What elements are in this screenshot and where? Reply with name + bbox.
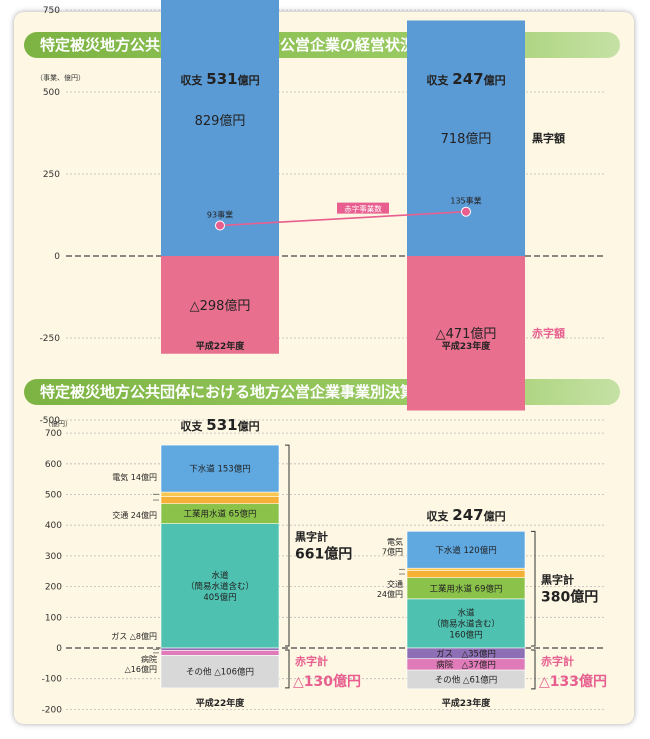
chart-1-line-name: 赤字事業数 [344, 204, 382, 214]
chart-1-surplus-bar [407, 20, 525, 256]
chart-1-ytick-label: -250 [40, 334, 61, 344]
chart-2-segment-label: △16億円 [125, 664, 157, 674]
chart-2-segment-label: （簡易水道含む） [432, 618, 500, 629]
chart-2-ytick-label: 400 [45, 521, 62, 531]
chart-2-surplus-total-value: 380億円 [541, 589, 598, 606]
chart-1-legend-deficit: 赤字額 [532, 326, 565, 340]
chart-2-segment-label: 交通 24億円 [112, 510, 157, 520]
chart-panel [14, 12, 634, 724]
chart-2-segment [160, 647, 280, 651]
chart-1-line-point-label: 135事業 [450, 196, 481, 206]
chart-2-balance-label: 収支 247億円 [426, 506, 505, 524]
chart-2-deficit-total-label: 赤字計 [541, 654, 574, 668]
chart-2-surplus-bracket [285, 444, 290, 647]
chart-2-balance-label: 収支 531億円 [180, 416, 259, 434]
chart-2-segment-label: （簡易水道含む） [186, 581, 254, 592]
chart-2-deficit-bracket [531, 649, 536, 690]
chart-2-segment-label: 7億円 [382, 546, 403, 556]
chart-1-surplus-value-label: 829億円 [195, 113, 246, 129]
chart-1-line-name-tag [337, 202, 389, 214]
chart-1-ytick-label: 750 [43, 6, 60, 16]
chart-2-ytick-label: 100 [45, 613, 62, 623]
chart-1-deficit-value-label: △298億円 [190, 298, 251, 314]
chart-1-surplus-value-label: 718億円 [441, 131, 492, 147]
chart-2-deficit-total-label: 赤字計 [295, 654, 328, 668]
chart-1-balance-label: 収支 531億円 [180, 70, 259, 88]
chart-2-segment-label: 電気 14億円 [112, 472, 157, 482]
chart-1-ytick-label: 0 [54, 252, 60, 262]
chart-2-surplus-total-value: 661億円 [295, 546, 352, 563]
chart-2-surplus-bracket [531, 530, 536, 647]
chart-2-deficit-total-value: △133億円 [539, 673, 607, 690]
chart-2-segment [406, 598, 526, 649]
chart-1-category-label: 平成22年度 [196, 340, 246, 352]
chart-2-segment [406, 567, 526, 571]
chart-2-segment-label: 160億円 [449, 629, 482, 640]
chart-2-segment-label: ガス △8億円 [111, 631, 157, 641]
chart-1-legend-surplus: 黒字額 [532, 131, 565, 145]
chart-1-category-label: 平成23年度 [442, 340, 492, 352]
chart-1-unit-label: （事業、億円） [36, 73, 85, 82]
chart-1-deficit-bar [161, 256, 279, 354]
chart-2-segment [406, 531, 526, 569]
chart-2-deficit-total-value: △130億円 [293, 673, 361, 690]
chart-2-segment-label: 病院 △37億円 [436, 659, 496, 670]
chart-2-segment [160, 444, 280, 493]
chart-2-ytick-label: 0 [56, 644, 62, 654]
chart-2-ytick-label: 700 [45, 429, 62, 439]
chart-2-ytick-label: 500 [45, 491, 62, 501]
chart-2-surplus-total-label: 黒字計 [541, 573, 574, 587]
chart-2-ytick-label: 300 [45, 552, 62, 562]
chart-2-segment-label: 水道 [211, 570, 229, 581]
chart-2-segment-label: その他 △106億円 [186, 667, 254, 678]
chart-2-segment [406, 669, 526, 690]
chart-1-deficit-value-label: △471億円 [436, 326, 497, 342]
chart-2-segment-label: 工業用水道 65億円 [183, 509, 256, 520]
chart-2-segment-label: 24億円 [377, 589, 403, 599]
chart-1-ytick-label: 250 [43, 170, 60, 180]
chart-2-segment-label: 下水道 120億円 [435, 545, 496, 556]
chart-2-surplus-total-label: 黒字計 [295, 530, 328, 544]
chart-1-line-point [461, 206, 471, 217]
chart-2-segment [160, 650, 280, 656]
chart-1-ytick-label: 500 [43, 88, 60, 98]
chart-2-segment [160, 655, 280, 689]
chart-2-segment-label: 電気 [387, 536, 403, 546]
chart-2-segment-label: ガス △35億円 [436, 648, 496, 659]
chart-1-ytick-label: -500 [40, 416, 61, 426]
chart-2-segment [406, 570, 526, 578]
chart-2-segment-label: 病院 [141, 654, 157, 664]
chart-2-segment [160, 491, 280, 497]
chart-1-deficit-bar [407, 256, 525, 411]
chart-2-segment-label: 工業用水道 69億円 [429, 583, 502, 594]
chart-1-line-point-label: 93事業 [207, 209, 233, 219]
chart-2-segment [160, 496, 280, 505]
chart-2-segment [160, 523, 280, 649]
chart-2-category-label: 平成23年度 [442, 697, 492, 709]
chart-1-line-point [215, 220, 225, 231]
chart-2-ytick-label: -100 [42, 675, 63, 685]
chart-1-balance-label: 収支 247億円 [426, 70, 505, 88]
chart-2-segment-label: その他 △61億円 [435, 674, 498, 685]
chart-1-surplus-bar [161, 0, 279, 256]
chart-2-segment-label: 405億円 [203, 592, 236, 603]
chart-2-ytick-label: 600 [45, 460, 62, 470]
chart-1-line-1 [219, 210, 467, 227]
chart-2-ytick-label: 200 [45, 583, 62, 593]
chart-2-deficit-bracket [285, 649, 290, 689]
chart-2-segment-label: 下水道 153億円 [189, 464, 250, 475]
chart-2-unit-label: （億円） [44, 419, 72, 428]
chart-2-ytick-label: -200 [42, 705, 63, 715]
chart-2-segment-label: 交通 [387, 579, 403, 589]
chart-2-segment-label: 水道 [457, 607, 475, 618]
chart-2-category-label: 平成22年度 [196, 697, 246, 709]
